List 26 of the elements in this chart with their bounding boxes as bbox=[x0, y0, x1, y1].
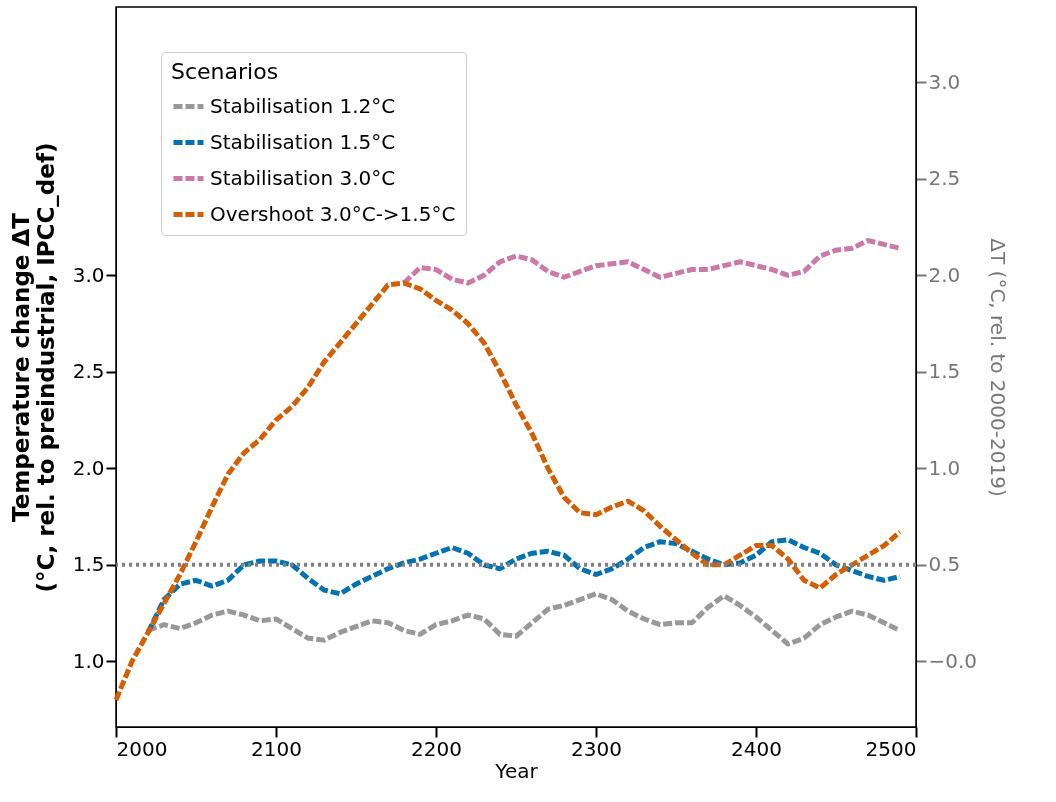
x-tick-label: 2400 bbox=[731, 736, 782, 761]
x-tick-label: 2500 bbox=[865, 736, 917, 761]
y2-tick-label: 0.5 bbox=[928, 552, 961, 577]
y-tick-label: 2.5 bbox=[72, 359, 105, 384]
y2-tick-label: 1.0 bbox=[928, 455, 961, 480]
legend-label: Overshoot 3.0°C->1.5°C bbox=[210, 201, 456, 226]
y-axis-title: Temperature change ΔT (°C, rel. to preindustrial, IPCC_def) bbox=[7, 142, 59, 593]
y2-tick-label: 2.5 bbox=[928, 166, 961, 191]
x-tick-label: 2000 bbox=[116, 736, 168, 761]
legend-label: Stabilisation 3.0°C bbox=[210, 165, 396, 190]
x-tick-label: 2200 bbox=[411, 736, 462, 761]
legend-label: Stabilisation 1.2°C bbox=[210, 93, 396, 118]
y-tick-label: 2.0 bbox=[72, 455, 105, 480]
y-tick-label: 1.5 bbox=[72, 552, 105, 577]
legend-title: Scenarios bbox=[171, 59, 279, 84]
legend-label: Stabilisation 1.5°C bbox=[210, 129, 396, 154]
y-tick-label: 3.0 bbox=[72, 262, 105, 287]
y2-tick-label: 2.0 bbox=[928, 262, 961, 287]
y-tick-label: 1.0 bbox=[72, 648, 105, 673]
x-tick-label: 2100 bbox=[251, 736, 302, 761]
y2-tick-label: 3.0 bbox=[928, 69, 961, 94]
y2-tick-label: 1.5 bbox=[928, 359, 961, 384]
x-tick-label: 2300 bbox=[571, 736, 622, 761]
y2-tick-label: −0.0 bbox=[928, 648, 978, 673]
x-axis-title: Year bbox=[494, 758, 539, 783]
y2-axis-title: ΔT (°C, rel. to 2000-2019) bbox=[986, 238, 1011, 497]
